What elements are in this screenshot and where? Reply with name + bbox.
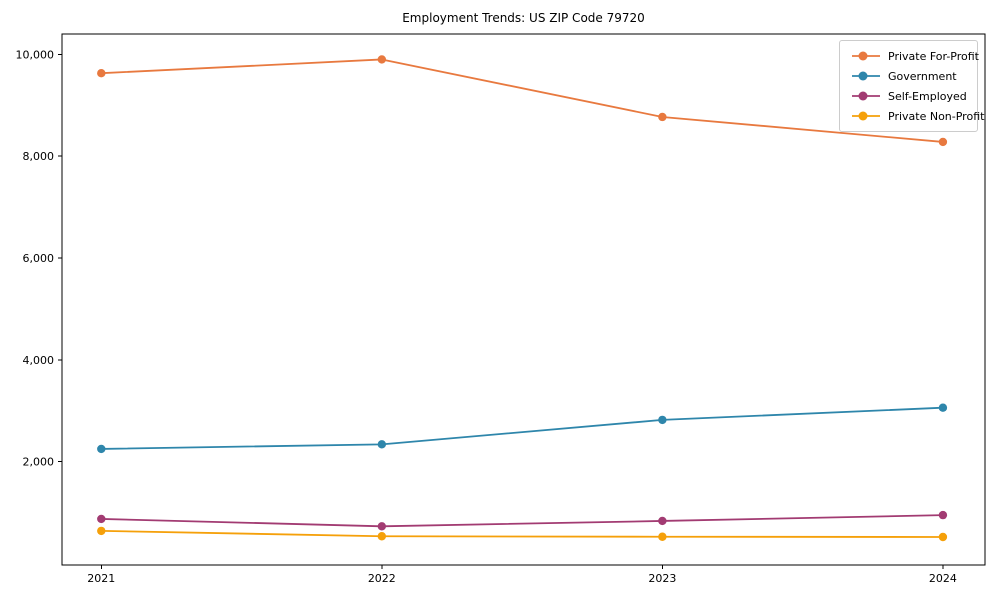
legend-item-self-employed: Self-Employed [851,86,973,106]
data-point-private-non-profit [658,532,667,541]
data-point-private-non-profit [97,526,106,536]
legend-marker-icon [852,111,880,121]
data-point-government [658,415,667,425]
data-point-self-employed [658,516,667,526]
legend-label: Self-Employed [888,89,967,103]
x-tick-label: 2022 [368,572,396,585]
series-line-self-employed [100,514,944,528]
series-line-private-for-profit [100,58,944,143]
legend-item-government: Government [851,66,973,86]
x-tick-label: 2024 [929,572,957,585]
data-point-private-for-profit [658,112,667,122]
data-point-self-employed [938,510,948,520]
series-line-government [100,406,944,450]
data-point-government [938,403,948,412]
y-tick-label: 4,000 [23,354,55,367]
series-line-private-non-profit [100,529,944,538]
legend-item-private-for-profit: Private For-Profit [851,46,979,66]
legend-marker-icon [852,71,880,81]
data-point-private-non-profit [377,532,387,541]
data-point-self-employed [377,522,387,531]
legend-marker-icon [852,91,880,101]
y-tick-label: 6,000 [23,252,55,265]
data-point-private-for-profit [938,137,948,147]
data-point-private-non-profit [938,532,948,542]
y-tick-label: 2,000 [23,456,55,469]
data-point-government [97,444,106,454]
plot-border [61,33,986,566]
y-tick-label: 10,000 [16,48,55,61]
y-tick-label: 8,000 [23,150,55,163]
legend: Private For-Profit Government Self-Employe… [839,40,984,132]
chart-title: Employment Trends: US ZIP Code 79720 [402,11,645,25]
data-point-government [377,440,387,449]
legend-marker-icon [852,51,880,61]
legend-item-private-non-profit: Private Non-Profit [851,106,984,126]
x-tick-label: 2021 [87,572,115,585]
legend-label: Government [888,69,957,83]
data-point-private-for-profit [377,55,387,64]
legend-label: Private For-Profit [888,49,979,63]
data-point-self-employed [97,514,106,524]
data-point-private-for-profit [97,69,106,78]
legend-label: Private Non-Profit [888,109,985,123]
x-tick-label: 2023 [648,572,676,585]
